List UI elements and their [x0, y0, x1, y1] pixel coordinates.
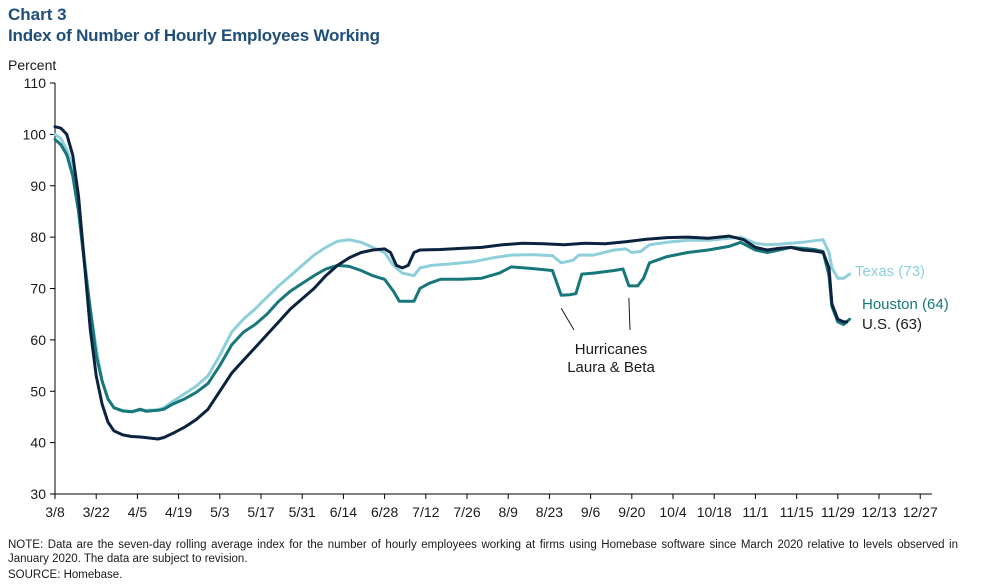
x-tick-label: 7/26	[453, 504, 480, 520]
source-text: SOURCE: Homebase.	[8, 569, 123, 581]
series-line-u-s	[53, 125, 849, 441]
chart-number: Chart 3	[8, 5, 67, 24]
series-line-houston	[53, 138, 852, 414]
x-tick-label: 11/29	[821, 504, 855, 520]
annotation-line-1: Hurricanes	[575, 341, 648, 358]
series-label-texas: Texas (73)	[855, 263, 925, 280]
x-tick-label: 6/28	[371, 504, 398, 520]
y-tick-label: 60	[30, 332, 46, 348]
y-tick-label: 100	[23, 126, 47, 142]
y-tick-label: 110	[24, 75, 47, 91]
y-tick-label: 90	[30, 178, 46, 194]
x-tick-label: 7/12	[412, 504, 439, 520]
y-tick-label: 50	[30, 383, 46, 399]
x-tick-label: 5/17	[247, 504, 274, 520]
x-tick-label: 8/9	[498, 504, 518, 520]
x-tick-label: 5/31	[289, 504, 316, 520]
x-tick-label: 10/4	[659, 504, 686, 520]
x-tick-label: 9/20	[618, 504, 645, 520]
x-tick-label: 4/5	[128, 504, 148, 520]
chart-header: Chart 3 Index of Number of Hourly Employ…	[8, 4, 380, 46]
series-line-texas	[53, 132, 852, 414]
x-tick-label: 8/23	[536, 504, 563, 520]
series-layer	[53, 125, 852, 441]
y-tick-label: 30	[30, 486, 46, 502]
y-tick-label: 70	[30, 281, 46, 297]
chart-title: Index of Number of Hourly Employees Work…	[8, 26, 380, 45]
footnote-text: NOTE: Data are the seven-day rolling ave…	[8, 539, 958, 565]
series-label-houston: Houston (64)	[862, 296, 949, 313]
annotation-leader	[628, 297, 631, 331]
x-tick-label: 12/27	[903, 504, 938, 520]
x-tick-label: 9/6	[581, 504, 601, 520]
chart-axes: 30 40 50 60 70 80 90 100 110 3/8 3/22 4/5 4/19 5/3 5/1…	[23, 75, 938, 520]
y-tick-label: 40	[30, 435, 46, 451]
annotation-line-2: Laura & Beta	[567, 359, 655, 376]
x-tick-label: 3/22	[83, 504, 110, 520]
y-axis-label: Percent	[8, 57, 57, 73]
x-tick-label: 11/1	[742, 504, 768, 520]
x-tick-label: 11/15	[780, 504, 814, 520]
x-tick-label: 5/3	[210, 504, 230, 520]
x-tick-label: 6/14	[330, 504, 357, 520]
x-tick-label: 10/18	[697, 504, 732, 520]
series-labels: U.S. (63) Houston (64) Texas (73)	[855, 263, 949, 333]
y-tick-label: 80	[30, 229, 46, 245]
x-tick-label: 4/19	[165, 504, 192, 520]
x-tick-label: 3/8	[45, 504, 65, 520]
x-tick-label: 12/13	[862, 504, 897, 520]
series-label-u-s: U.S. (63)	[862, 316, 922, 333]
annotation-leader	[560, 307, 575, 331]
